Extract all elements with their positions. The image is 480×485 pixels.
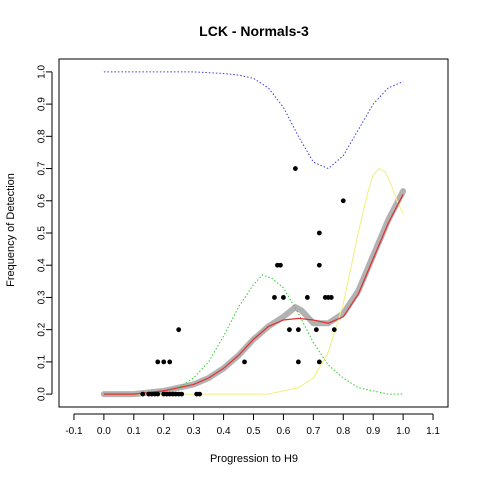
data-point	[242, 359, 247, 365]
y-tick-label: 0.9	[37, 97, 48, 111]
x-tick-label: 1.1	[426, 426, 440, 437]
data-point	[316, 262, 322, 268]
data-point	[295, 359, 301, 365]
data-point	[167, 359, 173, 365]
x-axis-label: Progression to H9	[210, 453, 298, 465]
points-layer	[140, 166, 346, 397]
data-point	[197, 391, 203, 397]
data-point	[287, 327, 292, 333]
y-tick-label: 0.3	[37, 290, 48, 304]
data-point	[176, 327, 182, 333]
x-tick-label: 0.0	[97, 426, 111, 437]
y-axis: 0.0 0.1 0.2 0.3 0.4 0.5 0.6 0.7 0.8 0.9 1.0	[37, 65, 53, 401]
x-tick-label: 0.4	[217, 426, 231, 437]
chart-title: LCK - Normals-3	[199, 23, 309, 39]
data-point	[316, 230, 322, 236]
y-axis-label: Frequency of Detection	[5, 173, 17, 287]
x-tick-label: 0.6	[276, 426, 290, 437]
data-point	[340, 198, 346, 204]
data-point	[179, 391, 185, 397]
x-tick-label: 0.3	[187, 426, 201, 437]
y-tick-label: 0.6	[37, 193, 48, 207]
data-point	[313, 327, 319, 333]
red-fit-curve	[103, 194, 404, 395]
y-tick-label: 0.4	[37, 258, 48, 272]
data-point	[281, 295, 286, 300]
data-point	[272, 295, 277, 300]
x-tick-label: 0.8	[336, 426, 350, 437]
data-point	[278, 262, 283, 268]
y-tick-label: 0.5	[37, 226, 48, 240]
y-tick-label: 1.0	[37, 65, 48, 79]
y-tick-label: 0.7	[37, 161, 48, 175]
y-tick-label: 0.1	[37, 355, 48, 369]
data-point	[292, 166, 298, 171]
data-point	[295, 327, 301, 333]
data-point	[331, 327, 337, 333]
data-point	[155, 359, 161, 365]
plot-area-border	[58, 58, 449, 408]
y-tick-label: 0.0	[37, 387, 48, 401]
data-point	[155, 391, 161, 397]
x-tick-label: -0.1	[65, 426, 83, 437]
data-point	[304, 295, 310, 300]
x-tick-label: 0.7	[306, 426, 320, 437]
x-tick-label: 1.0	[396, 426, 410, 437]
data-point	[316, 359, 322, 365]
x-axis: -0.1 0.0 0.1 0.2 0.3 0.4 0.5 0.6 0.7 0.8 0.9 1.0 1.1	[65, 413, 440, 437]
x-tick-label: 0.1	[127, 426, 141, 437]
data-point	[328, 295, 334, 300]
y-tick-label: 0.2	[37, 322, 48, 336]
data-point	[140, 391, 146, 397]
x-tick-label: 0.5	[247, 426, 261, 437]
x-tick-label: 0.2	[157, 426, 171, 437]
green-dotted-curve	[103, 274, 404, 395]
x-tick-label: 0.9	[366, 426, 380, 437]
y-tick-label: 0.8	[37, 129, 48, 143]
data-point	[161, 359, 167, 365]
